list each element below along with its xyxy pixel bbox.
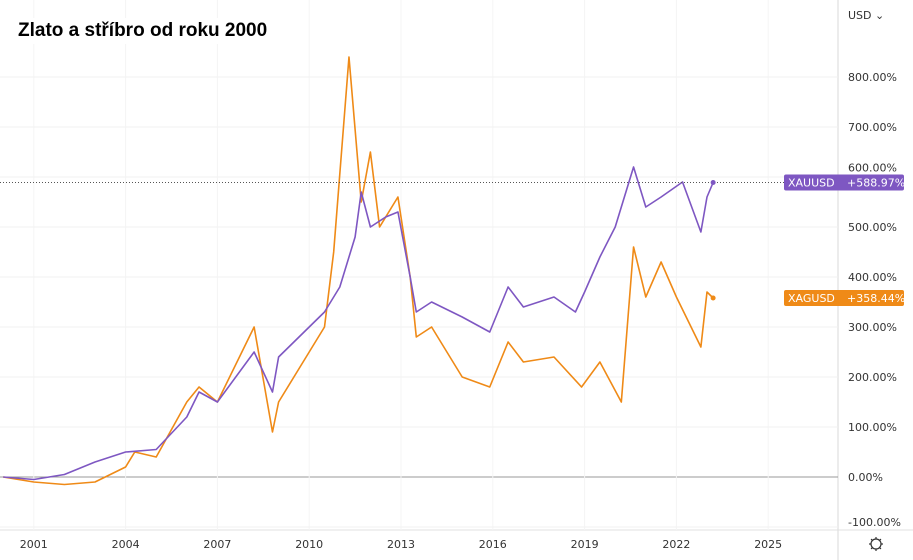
gear-tooth	[879, 547, 882, 550]
x-tick-label: 2022	[662, 538, 690, 551]
series-value-label: +358.44%	[847, 292, 905, 305]
x-tick-label: 2013	[387, 538, 415, 551]
y-tick-label: 400.00%	[848, 271, 897, 284]
chart-title: Zlato a stříbro od roku 2000	[14, 18, 272, 44]
x-tick-label: 2007	[203, 538, 231, 551]
x-tick-label: 2010	[295, 538, 323, 551]
series-name-label: XAGUSD	[788, 292, 835, 305]
gear-tooth	[879, 538, 882, 541]
x-tick-label: 2004	[112, 538, 140, 551]
x-tick-label: 2001	[20, 538, 48, 551]
y-tick-label: -100.00%	[848, 516, 901, 529]
y-tick-label: 600.00%	[848, 162, 897, 175]
x-tick-label: 2019	[571, 538, 599, 551]
y-tick-label: 800.00%	[848, 71, 897, 84]
series-label-bg	[784, 174, 904, 191]
last-point	[710, 295, 716, 301]
y-tick-label: 700.00%	[848, 121, 897, 134]
x-tick-label: 2016	[479, 538, 507, 551]
series-line-xauusd	[3, 166, 714, 481]
series-value-label: +588.97%	[847, 177, 905, 190]
gear-tooth	[870, 547, 873, 550]
series-name-label: XAUUSD	[788, 177, 835, 190]
gear-tooth	[870, 538, 873, 541]
series-line-xagusd	[3, 56, 714, 486]
y-tick-label: 300.00%	[848, 321, 897, 334]
gear-icon[interactable]	[869, 537, 883, 551]
y-tick-label: 0.00%	[848, 471, 883, 484]
y-tick-label: 200.00%	[848, 371, 897, 384]
x-tick-label: 2025	[754, 538, 782, 551]
series-label-bg	[784, 290, 904, 306]
price-axis	[838, 0, 913, 560]
currency-selector[interactable]: USD ⌄	[848, 9, 885, 22]
y-tick-label: 100.00%	[848, 421, 897, 434]
y-tick-label: 500.00%	[848, 221, 897, 234]
last-point	[710, 180, 716, 185]
